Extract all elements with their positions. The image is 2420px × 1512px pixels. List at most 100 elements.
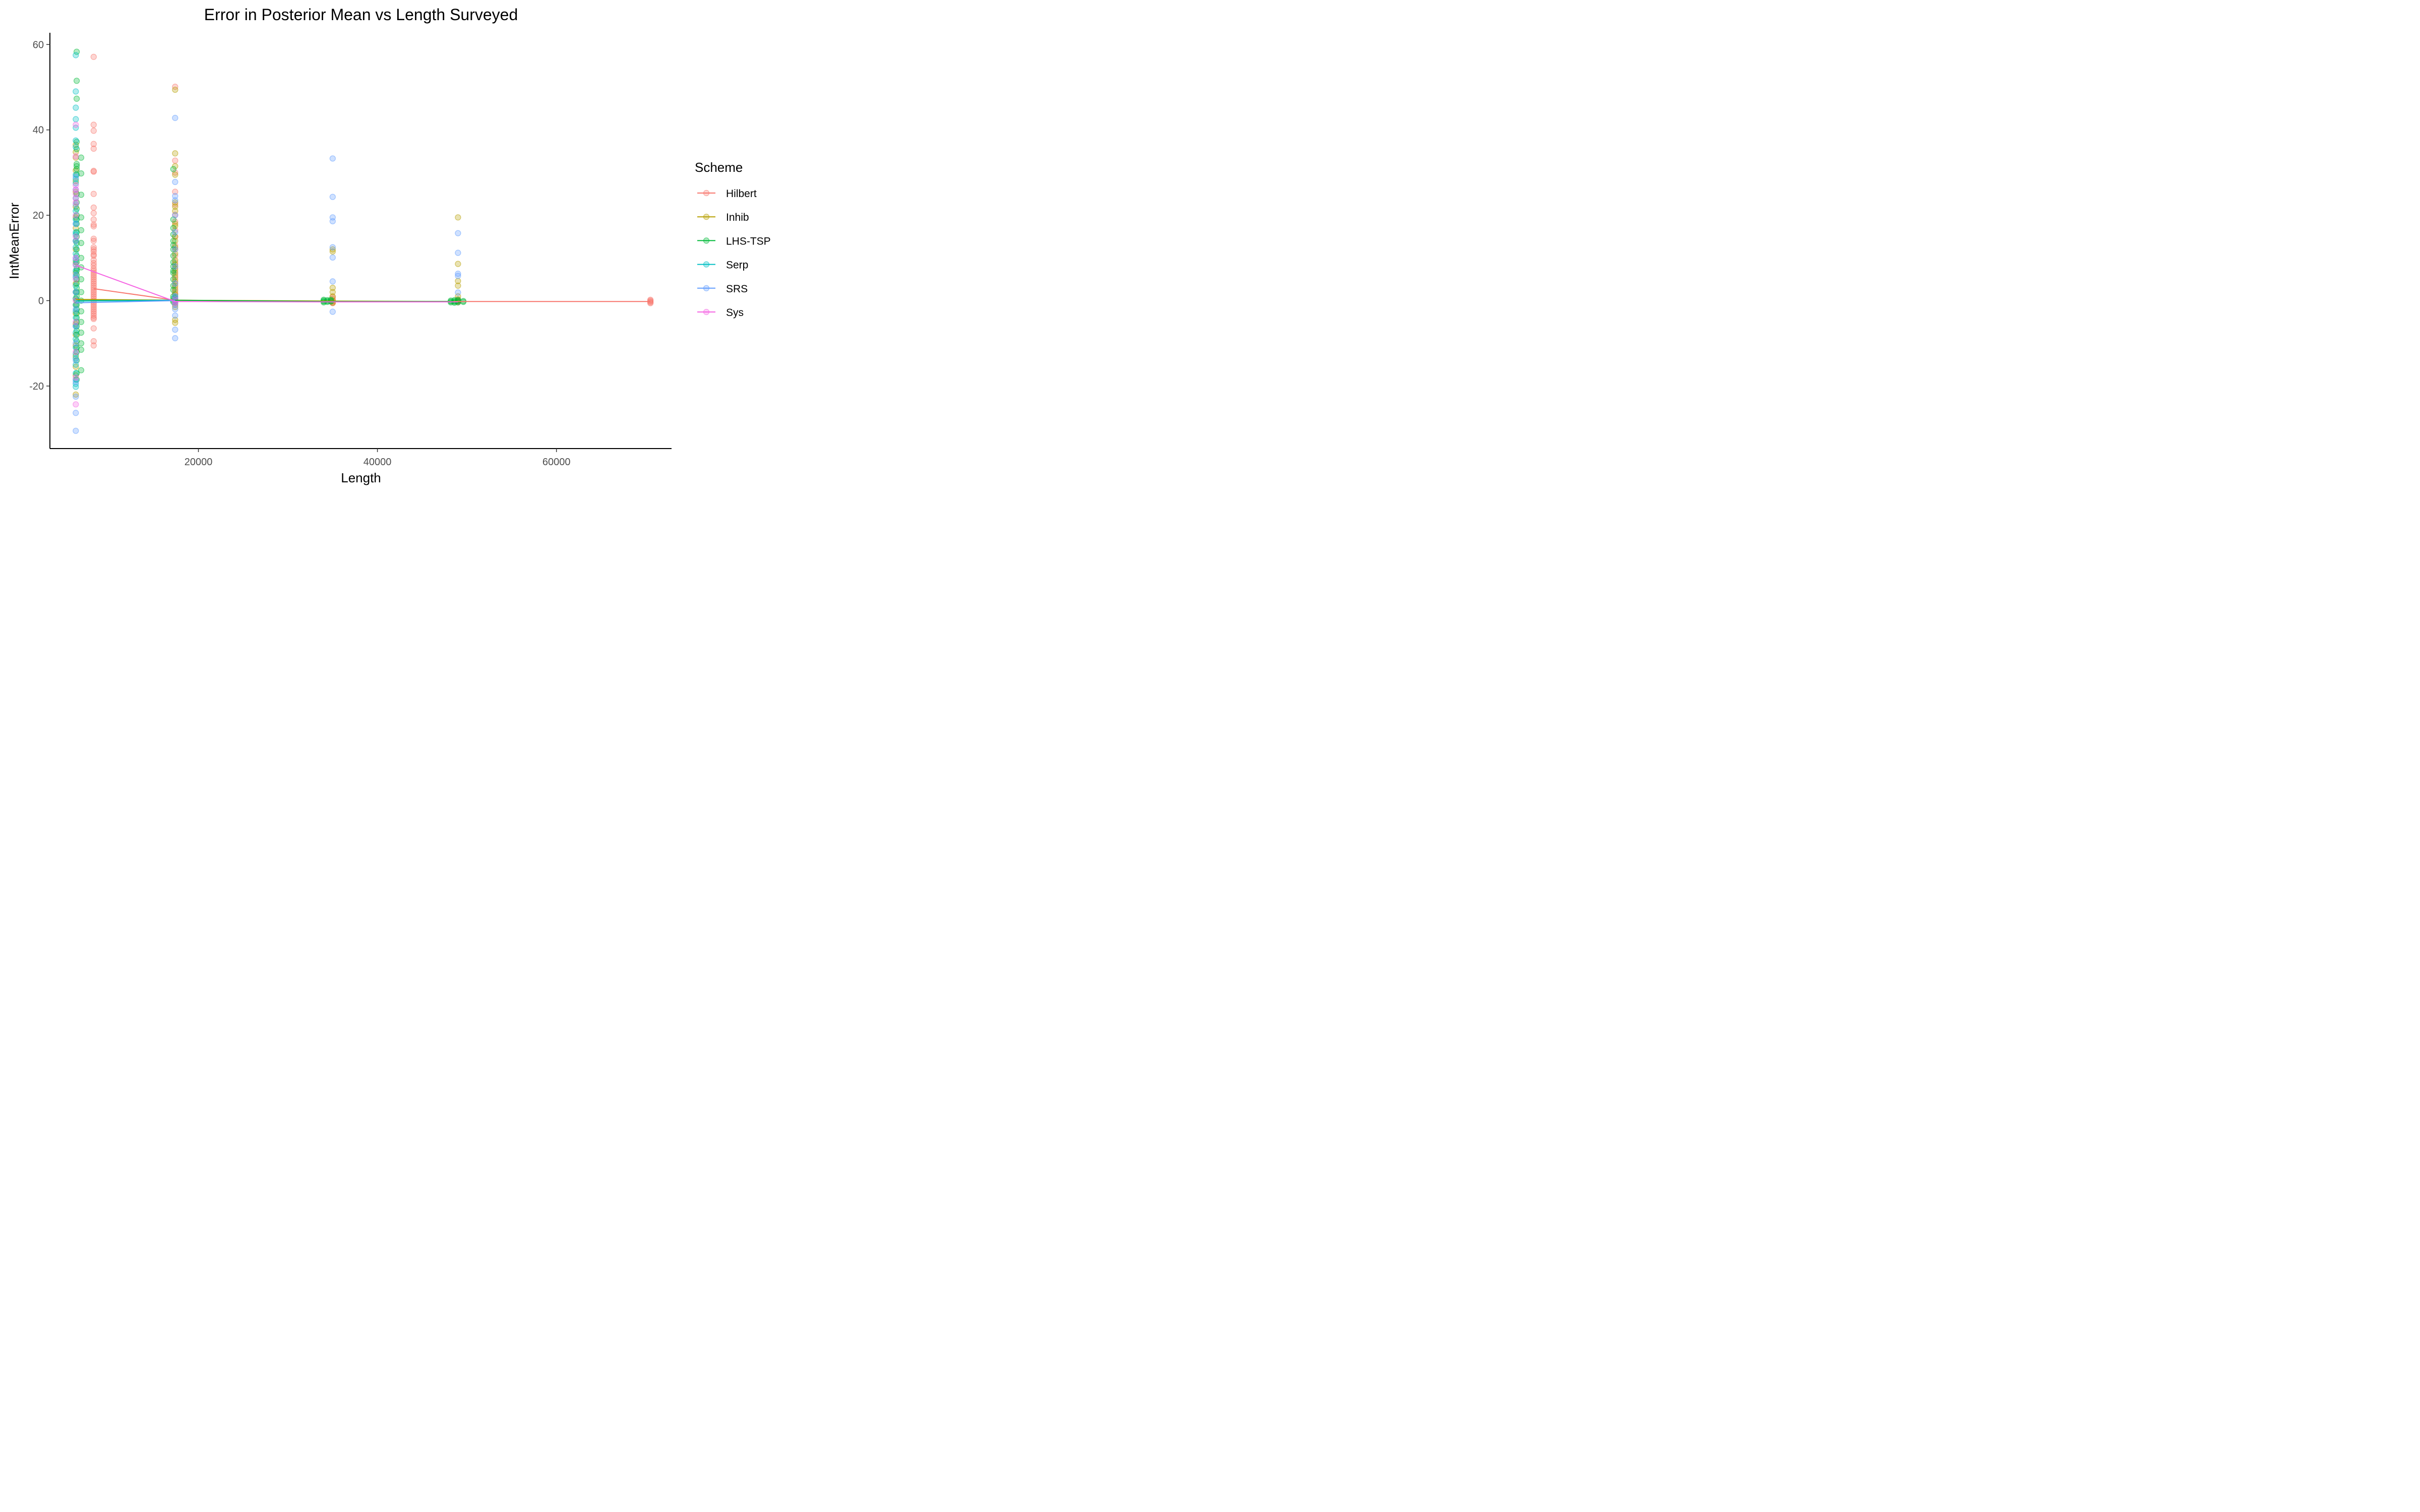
point-hilbert bbox=[90, 289, 97, 295]
point-sys bbox=[73, 319, 79, 325]
point-serp bbox=[73, 208, 79, 214]
point-srs bbox=[329, 194, 336, 200]
chart-title: Error in Posterior Mean vs Length Survey… bbox=[204, 6, 518, 24]
point-srs bbox=[172, 335, 178, 342]
point-serp bbox=[73, 231, 79, 238]
point-serp bbox=[73, 308, 79, 314]
point-inhib bbox=[329, 248, 336, 255]
chart-root: Error in Posterior Mean vs Length Survey… bbox=[0, 0, 781, 488]
legend-label-serp: Serp bbox=[726, 260, 748, 271]
point-srs bbox=[73, 379, 79, 385]
point-serp bbox=[73, 274, 79, 281]
point-serp bbox=[73, 384, 79, 390]
point-lhs-tsp bbox=[170, 237, 176, 244]
y-axis-title: IntMeanError bbox=[7, 203, 22, 279]
point-hilbert bbox=[172, 157, 178, 164]
series-line-srs bbox=[76, 300, 175, 303]
series-line-serp bbox=[76, 299, 175, 302]
point-serp bbox=[73, 176, 79, 182]
point-hilbert bbox=[90, 141, 97, 147]
point-srs bbox=[172, 212, 178, 219]
point-lhs-tsp bbox=[78, 329, 85, 336]
legend: Scheme Hilbert Inhib LHS-TSP Serp SRS Sys bbox=[695, 160, 771, 319]
point-srs bbox=[172, 280, 178, 287]
point-srs bbox=[455, 230, 461, 236]
point-inhib bbox=[455, 261, 461, 267]
point-lhs-tsp bbox=[78, 308, 85, 314]
point-srs bbox=[329, 308, 336, 315]
point-sys bbox=[73, 233, 79, 240]
point-serp bbox=[73, 137, 79, 144]
y-axis-ticks: -20 0 20 40 60 bbox=[29, 39, 50, 392]
point-hilbert bbox=[90, 145, 97, 152]
y-tick-label: -20 bbox=[29, 381, 44, 392]
point-inhib bbox=[172, 204, 178, 210]
point-serp bbox=[73, 301, 79, 308]
point-sys bbox=[73, 186, 79, 193]
point-srs bbox=[172, 197, 178, 204]
legend-label-hilbert: Hilbert bbox=[726, 188, 757, 200]
point-srs bbox=[172, 306, 178, 312]
point-inhib bbox=[455, 278, 461, 284]
y-tick-label: 20 bbox=[33, 210, 44, 221]
point-lhs-tsp bbox=[170, 263, 176, 270]
point-lhs-tsp bbox=[73, 161, 80, 167]
x-tick-label: 20000 bbox=[185, 457, 213, 468]
point-inhib bbox=[172, 199, 178, 206]
point-srs bbox=[73, 323, 79, 330]
point-lhs-tsp bbox=[170, 270, 176, 276]
scatter-chart: Error in Posterior Mean vs Length Survey… bbox=[7, 6, 771, 485]
point-inhib bbox=[455, 214, 461, 221]
point-hilbert bbox=[90, 316, 97, 323]
point-hilbert bbox=[90, 128, 97, 134]
point-serp bbox=[73, 351, 79, 357]
point-hilbert bbox=[90, 237, 97, 244]
legend-label-srs: SRS bbox=[726, 283, 748, 295]
point-hilbert bbox=[90, 253, 97, 259]
point-lhs-tsp bbox=[170, 166, 176, 172]
point-sys bbox=[73, 374, 79, 381]
point-hilbert bbox=[90, 291, 97, 297]
point-srs bbox=[73, 201, 79, 208]
point-hilbert bbox=[90, 276, 97, 283]
point-hilbert bbox=[90, 304, 97, 310]
x-axis-ticks: 20000 40000 60000 bbox=[185, 449, 571, 468]
point-hilbert bbox=[90, 306, 97, 312]
point-lhs-tsp bbox=[78, 319, 85, 325]
point-sys bbox=[73, 153, 79, 160]
point-lhs-tsp bbox=[78, 367, 85, 373]
point-serp bbox=[73, 336, 79, 342]
point-serp bbox=[73, 216, 79, 223]
point-serp bbox=[73, 314, 79, 321]
point-srs bbox=[172, 246, 178, 253]
y-tick-label: 40 bbox=[33, 125, 44, 136]
point-srs bbox=[73, 237, 79, 244]
point-hilbert bbox=[90, 168, 97, 175]
point-srs bbox=[73, 272, 79, 278]
point-hilbert bbox=[90, 244, 97, 250]
point-srs bbox=[73, 393, 79, 400]
point-hilbert bbox=[90, 235, 97, 242]
point-lhs-tsp bbox=[170, 287, 176, 293]
point-srs bbox=[455, 249, 461, 256]
point-srs bbox=[73, 410, 79, 416]
point-srs bbox=[73, 289, 79, 295]
point-lhs-tsp bbox=[73, 166, 80, 172]
x-tick-label: 40000 bbox=[364, 457, 392, 468]
point-srs bbox=[172, 263, 178, 270]
point-lhs-tsp bbox=[78, 346, 85, 353]
point-lhs-tsp bbox=[78, 289, 85, 295]
point-srs bbox=[329, 218, 336, 225]
point-lhs-tsp bbox=[78, 154, 85, 161]
point-sys bbox=[73, 182, 79, 188]
point-serp bbox=[73, 144, 79, 150]
point-srs bbox=[172, 178, 178, 185]
legend-entries: Hilbert Inhib LHS-TSP Serp SRS Sys bbox=[697, 188, 771, 319]
point-serp bbox=[73, 52, 79, 58]
legend-key-point-inhib bbox=[703, 214, 710, 220]
point-sys bbox=[73, 255, 79, 261]
point-hilbert bbox=[90, 278, 97, 285]
point-srs bbox=[329, 254, 336, 261]
point-hilbert bbox=[172, 253, 178, 259]
point-inhib bbox=[172, 86, 178, 93]
